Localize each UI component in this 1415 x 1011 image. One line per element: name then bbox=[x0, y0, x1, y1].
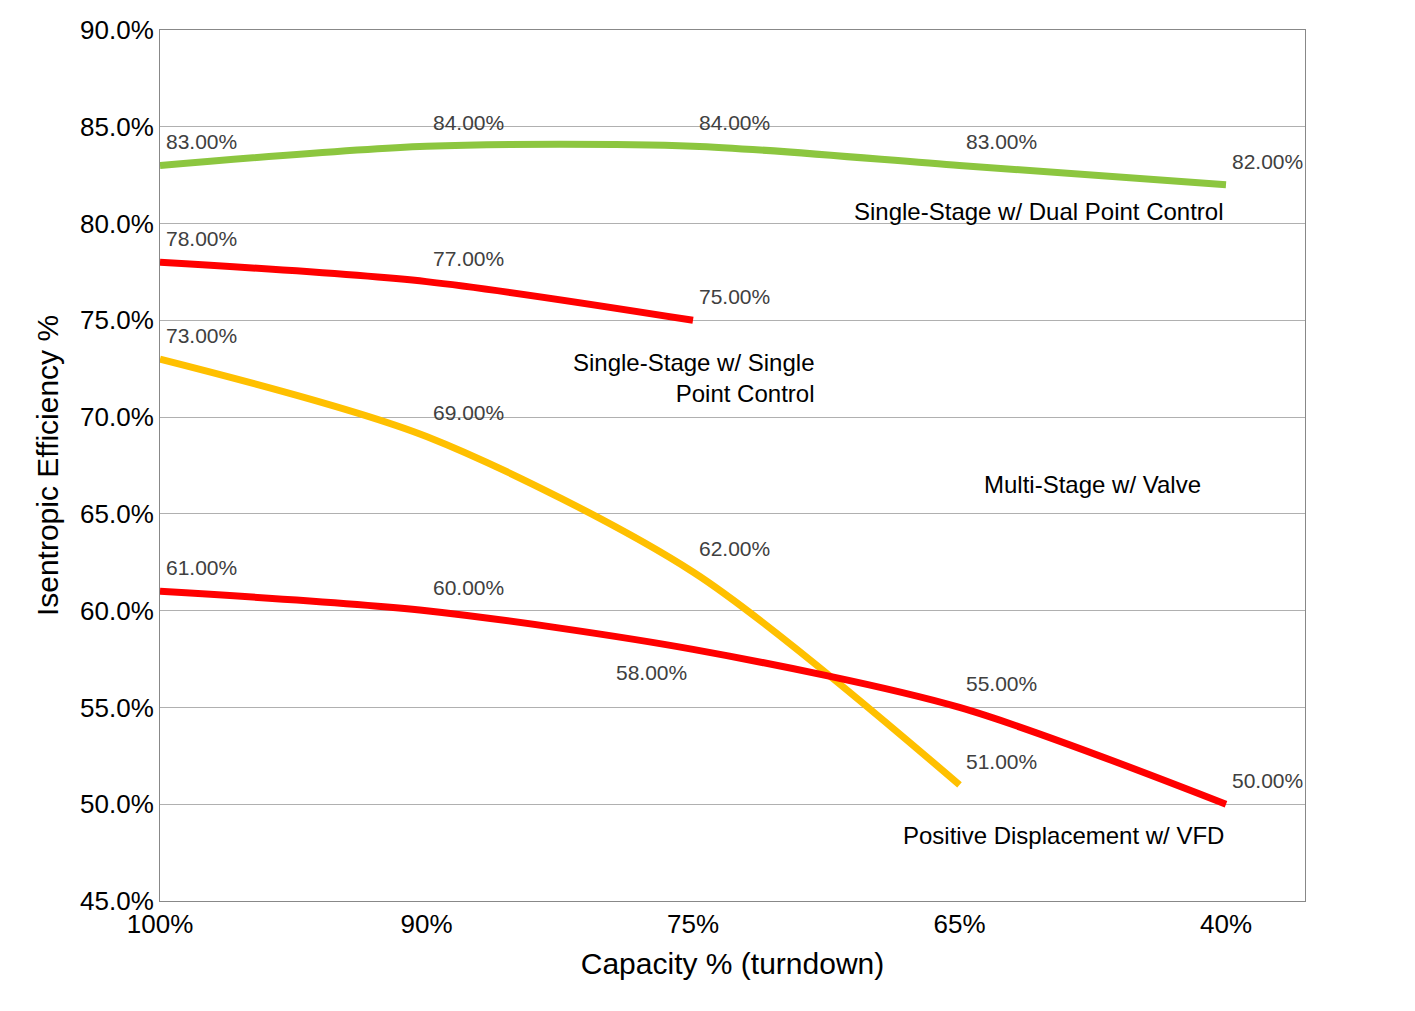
svg-text:40%: 40% bbox=[1200, 909, 1252, 939]
svg-text:51.00%: 51.00% bbox=[966, 750, 1037, 773]
svg-text:55.0%: 55.0% bbox=[80, 693, 154, 723]
svg-text:90%: 90% bbox=[400, 909, 452, 939]
svg-text:61.00%: 61.00% bbox=[166, 556, 237, 579]
svg-text:Multi-Stage w/ Valve: Multi-Stage w/ Valve bbox=[984, 471, 1201, 498]
svg-text:60.00%: 60.00% bbox=[433, 576, 504, 599]
svg-text:90.0%: 90.0% bbox=[80, 15, 154, 45]
svg-text:83.00%: 83.00% bbox=[966, 130, 1037, 153]
svg-text:73.00%: 73.00% bbox=[166, 324, 237, 347]
svg-text:82.00%: 82.00% bbox=[1232, 150, 1303, 173]
svg-text:50.0%: 50.0% bbox=[80, 789, 154, 819]
svg-text:65%: 65% bbox=[933, 909, 985, 939]
svg-text:69.00%: 69.00% bbox=[433, 401, 504, 424]
svg-text:55.00%: 55.00% bbox=[966, 672, 1037, 695]
svg-text:75.00%: 75.00% bbox=[699, 285, 770, 308]
svg-text:45.0%: 45.0% bbox=[80, 886, 154, 916]
svg-text:Single-Stage w/ SinglePoint Co: Single-Stage w/ SinglePoint Control bbox=[573, 349, 814, 407]
svg-text:80.0%: 80.0% bbox=[80, 209, 154, 239]
svg-text:58.00%: 58.00% bbox=[616, 661, 687, 684]
svg-text:Positive Displacement w/ VFD: Positive Displacement w/ VFD bbox=[903, 822, 1224, 849]
svg-text:62.00%: 62.00% bbox=[699, 537, 770, 560]
svg-text:75%: 75% bbox=[667, 909, 719, 939]
svg-text:50.00%: 50.00% bbox=[1232, 769, 1303, 792]
svg-text:60.0%: 60.0% bbox=[80, 596, 154, 626]
svg-text:100%: 100% bbox=[127, 909, 194, 939]
svg-text:84.00%: 84.00% bbox=[433, 111, 504, 134]
svg-text:75.0%: 75.0% bbox=[80, 305, 154, 335]
svg-text:83.00%: 83.00% bbox=[166, 130, 237, 153]
svg-text:Single-Stage w/ Dual Point Con: Single-Stage w/ Dual Point Control bbox=[854, 198, 1224, 225]
svg-text:78.00%: 78.00% bbox=[166, 227, 237, 250]
svg-text:77.00%: 77.00% bbox=[433, 247, 504, 270]
svg-text:65.0%: 65.0% bbox=[80, 499, 154, 529]
svg-text:70.0%: 70.0% bbox=[80, 402, 154, 432]
svg-text:84.00%: 84.00% bbox=[699, 111, 770, 134]
svg-text:Capacity % (turndown): Capacity % (turndown) bbox=[581, 947, 884, 980]
svg-text:Isentropic Efficiency %: Isentropic Efficiency % bbox=[31, 315, 64, 616]
svg-text:85.0%: 85.0% bbox=[80, 112, 154, 142]
